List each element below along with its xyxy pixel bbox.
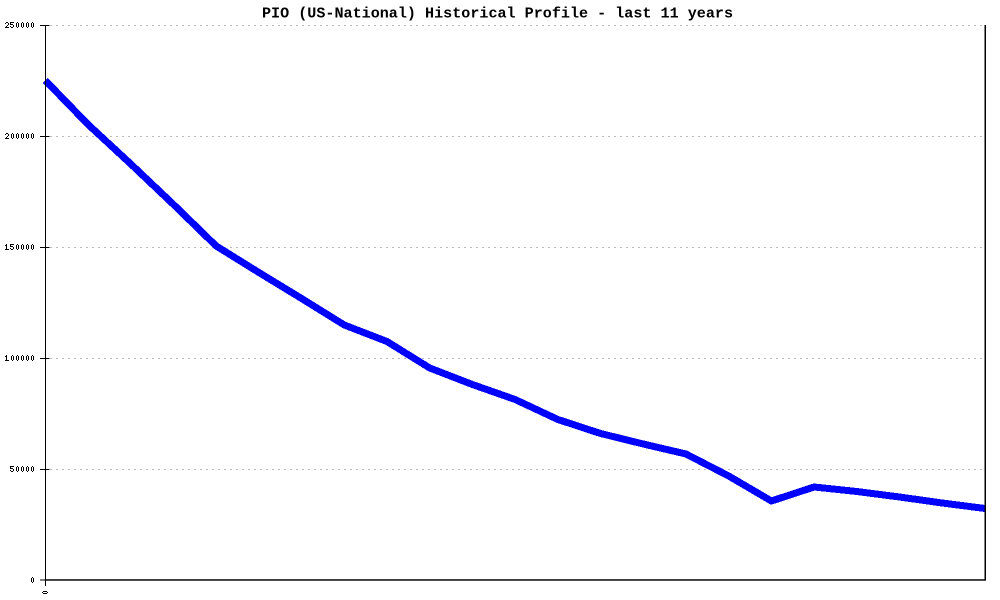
- svg-text:PIO (US-National) Historical P: PIO (US-National) Historical Profile - l…: [262, 5, 733, 22]
